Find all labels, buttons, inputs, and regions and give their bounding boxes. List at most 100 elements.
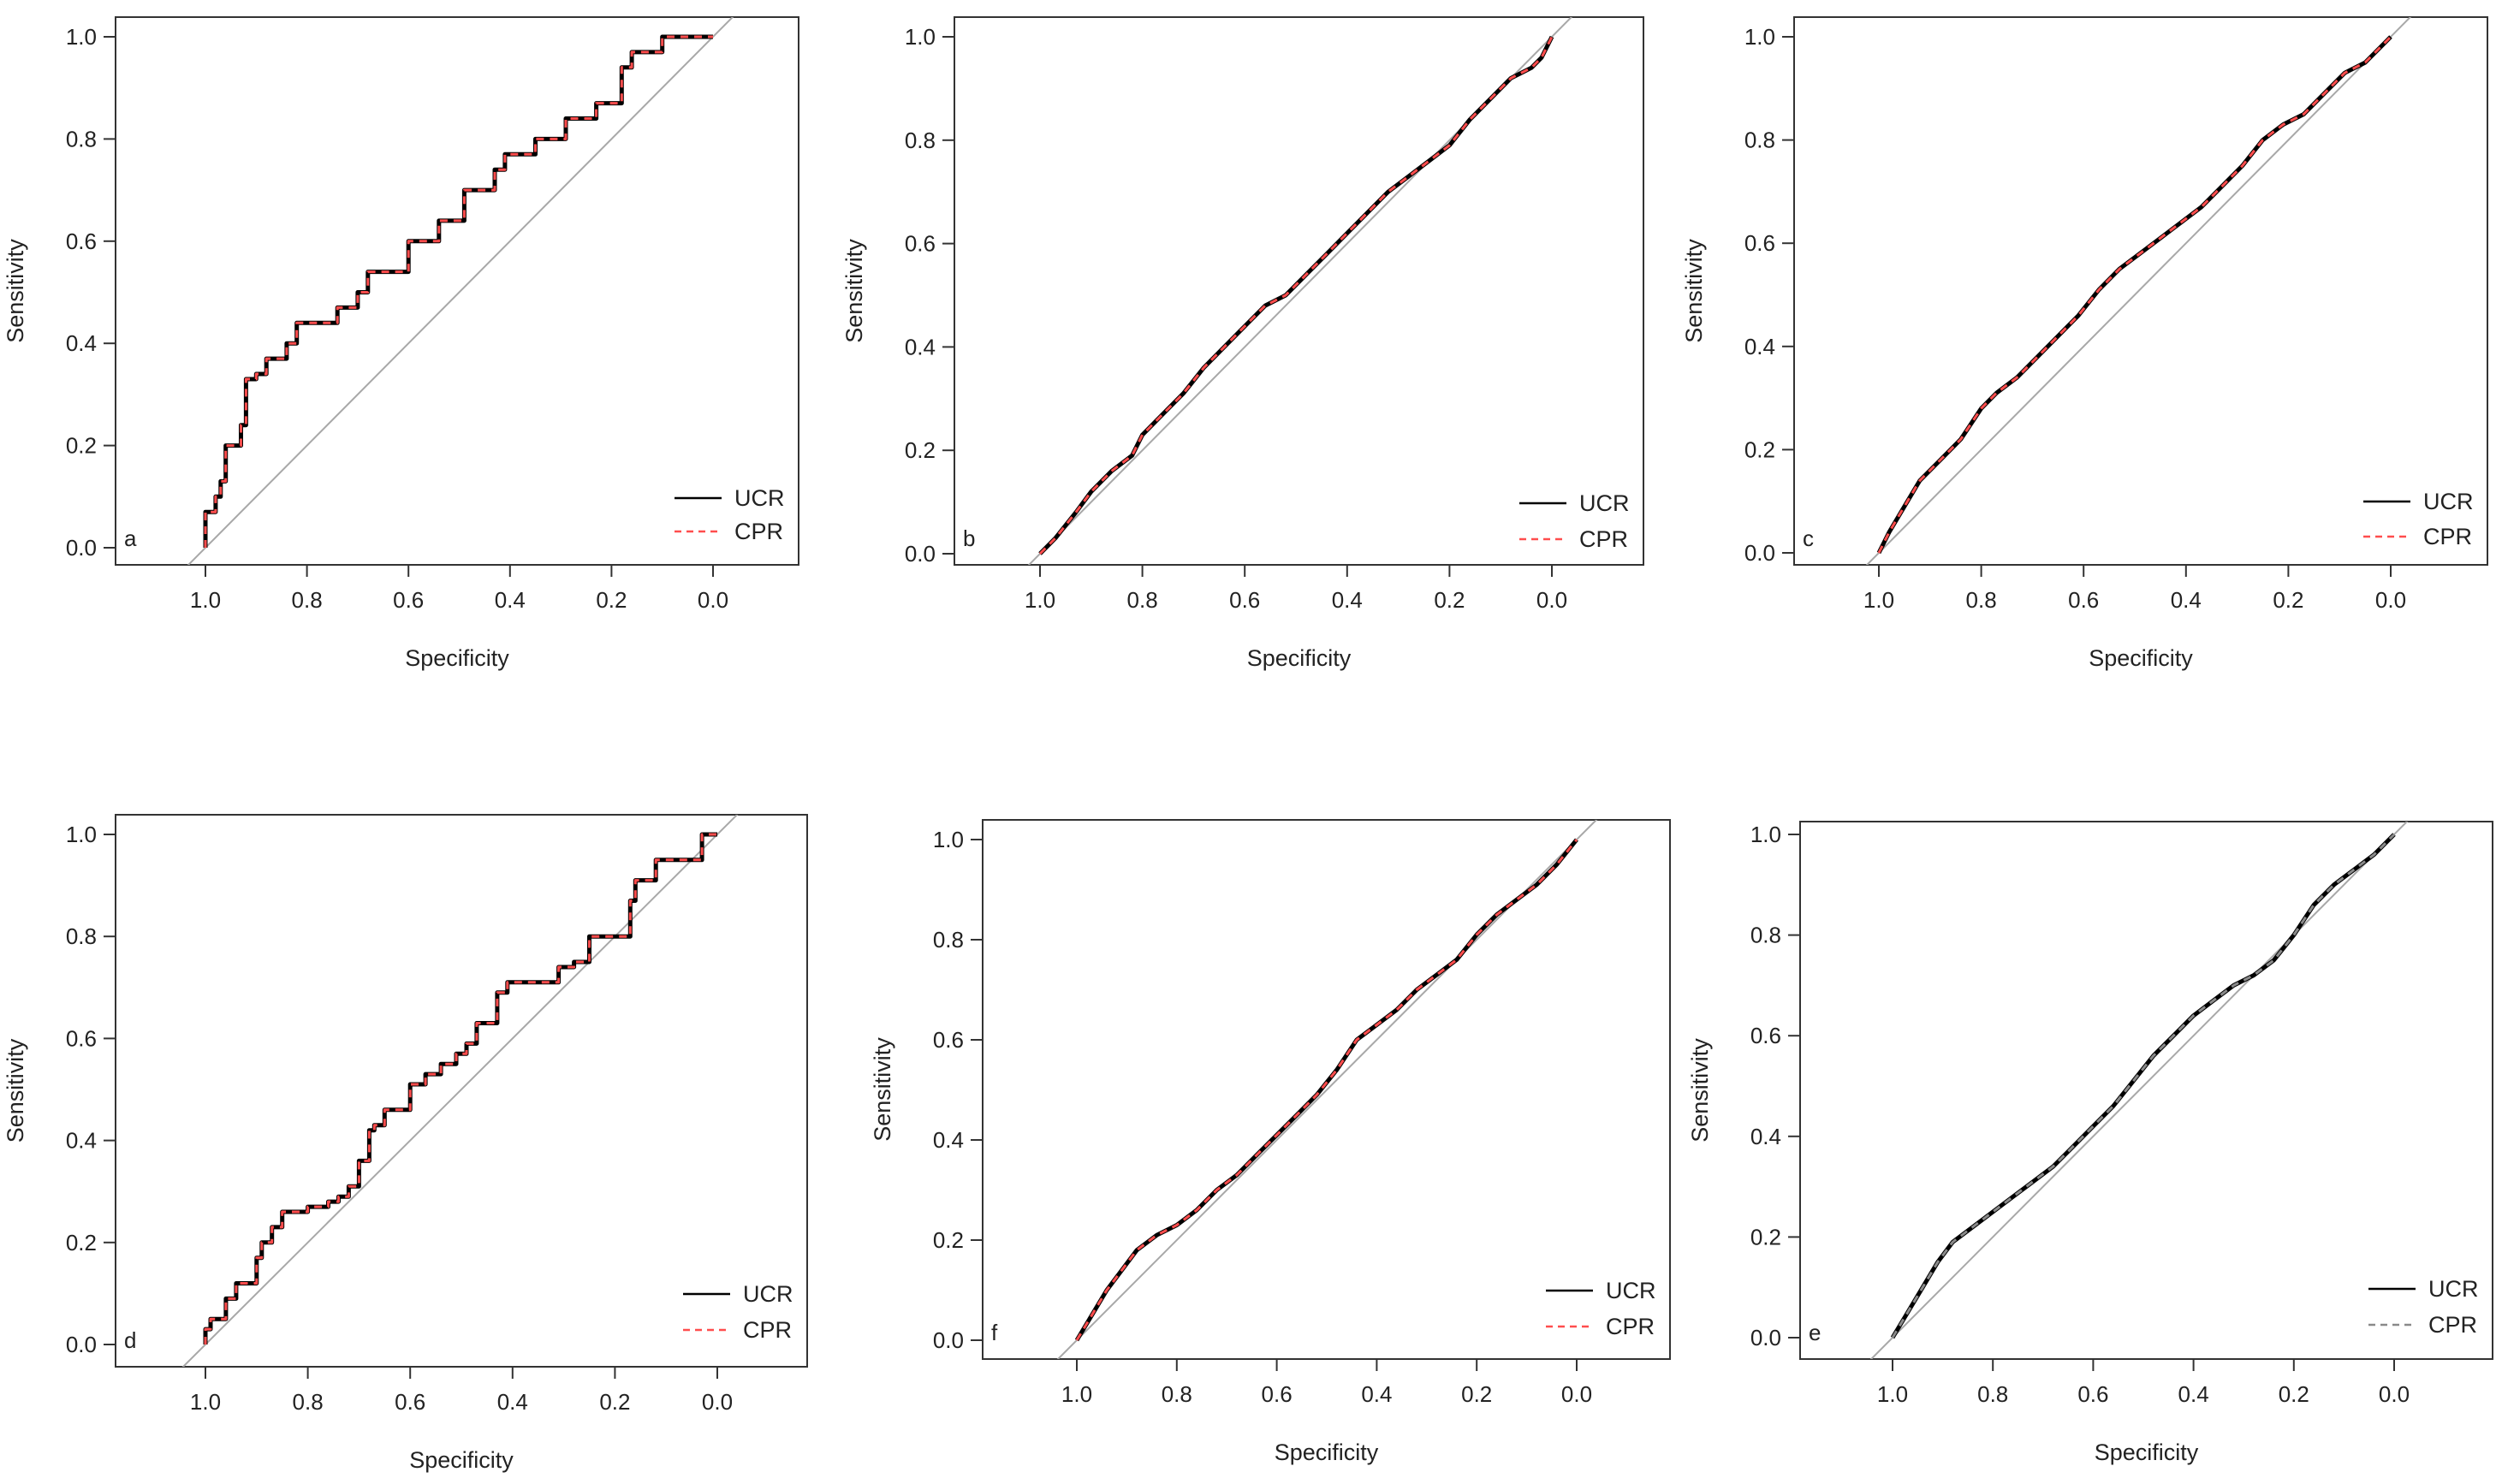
y-axis-title: Sensitivity xyxy=(3,239,28,343)
x-tick-label: 0.2 xyxy=(2279,1381,2309,1407)
reference-diagonal xyxy=(1865,17,2412,565)
panel-letter: f xyxy=(991,1320,998,1345)
legend-label-ucr: UCR xyxy=(2423,489,2474,514)
roc-panel-a: 0.0 0.2 0.4 0.6 0.8 1.0 1.0 0.8 0.6 0.4 0.2 0.0 Spec… xyxy=(3,16,799,671)
legend-label-ucr: UCR xyxy=(1579,490,1630,516)
x-tick-label: 0.4 xyxy=(1332,587,1363,613)
x-tick-label: 0.4 xyxy=(495,587,526,613)
x-tick-label: 0.2 xyxy=(596,587,627,613)
plot-frame xyxy=(115,16,799,566)
plot-frame xyxy=(1793,16,2488,566)
plot-frame xyxy=(115,814,808,1368)
x-axis-title: Specificity xyxy=(405,645,509,671)
series-cpr-line xyxy=(204,35,713,548)
y-tick-label: 0.8 xyxy=(905,128,936,153)
legend-label-cpr: CPR xyxy=(2423,524,2472,549)
panel-letter: b xyxy=(963,525,975,551)
y-tick-label: 0.2 xyxy=(66,433,97,459)
x-axis-title: Specificity xyxy=(1275,1439,1379,1465)
y-tick-label: 0.4 xyxy=(905,334,936,359)
y-tick-label: 0.6 xyxy=(66,229,97,254)
x-tick-label: 0.8 xyxy=(1966,587,1997,613)
y-tick-label: 1.0 xyxy=(1750,822,1781,847)
y-tick-label: 0.0 xyxy=(933,1327,964,1353)
roc-panel-d: 0.0 0.2 0.4 0.6 0.8 1.0 1.0 0.8 0.6 0.4 0.2 0.0 Spec… xyxy=(3,814,808,1473)
y-tick-label: 1.0 xyxy=(66,822,97,847)
y-tick-label: 0.8 xyxy=(1744,128,1775,153)
x-axis-title: Specificity xyxy=(409,1447,514,1473)
x-tick-label: 0.2 xyxy=(1461,1381,1492,1407)
x-tick-label: 0.8 xyxy=(1127,587,1158,613)
x-tick-label: 0.4 xyxy=(2178,1381,2209,1407)
legend-label-ucr: UCR xyxy=(1606,1278,1656,1303)
x-tick-label: 1.0 xyxy=(1877,1381,1908,1407)
y-tick-label: 0.8 xyxy=(1750,923,1781,948)
x-tick-label: 0.6 xyxy=(2068,587,2099,613)
x-tick-label: 0.8 xyxy=(292,587,323,613)
y-axis-title: Sensitivity xyxy=(3,1038,28,1143)
y-tick-label: 0.2 xyxy=(1744,436,1775,462)
y-tick-label: 0.4 xyxy=(1744,334,1775,359)
y-tick-label: 0.4 xyxy=(66,1128,97,1154)
plot-frame xyxy=(1799,821,2493,1360)
roc-panel-b: 0.0 0.2 0.4 0.6 0.8 1.0 1.0 0.8 0.6 0.4 0.2 0.0 Spec… xyxy=(841,16,1644,671)
y-tick-label: 1.0 xyxy=(1744,24,1775,50)
x-tick-label: 0.6 xyxy=(1229,587,1260,613)
reference-diagonal xyxy=(181,815,739,1367)
y-tick-label: 0.6 xyxy=(905,231,936,257)
series-cpr-line xyxy=(204,833,717,1345)
series-cpr-line xyxy=(1891,833,2396,1339)
x-tick-label: 1.0 xyxy=(1863,587,1894,613)
x-tick-label: 1.0 xyxy=(1061,1381,1092,1407)
legend-label-ucr: UCR xyxy=(734,485,785,511)
x-tick-label: 0.4 xyxy=(1361,1381,1392,1407)
x-tick-label: 0.8 xyxy=(293,1389,324,1415)
x-tick-label: 0.0 xyxy=(698,587,728,613)
y-tick-label: 1.0 xyxy=(933,827,964,852)
legend-label-ucr: UCR xyxy=(743,1281,793,1307)
y-tick-label: 0.2 xyxy=(1750,1224,1781,1250)
x-tick-label: 0.8 xyxy=(1977,1381,2008,1407)
y-tick-label: 1.0 xyxy=(66,24,97,50)
roc-panel-e: 0.0 0.2 0.4 0.6 0.8 1.0 1.0 0.8 0.6 0.4 0.2 0.0 Spec… xyxy=(1687,821,2493,1465)
y-tick-label: 0.6 xyxy=(1750,1023,1781,1048)
series-cpr-line xyxy=(1038,36,1554,555)
y-tick-label: 0.4 xyxy=(933,1127,964,1153)
x-tick-label: 0.6 xyxy=(2077,1381,2108,1407)
y-tick-label: 0.0 xyxy=(66,1332,97,1357)
legend-label-cpr: CPR xyxy=(1579,526,1628,552)
plot-frame xyxy=(982,819,1671,1360)
y-tick-label: 0.2 xyxy=(905,437,936,463)
x-axis-title: Specificity xyxy=(2095,1439,2199,1465)
panel-letter: c xyxy=(1803,525,1814,551)
legend-label-cpr: CPR xyxy=(2428,1312,2477,1338)
x-tick-label: 1.0 xyxy=(190,587,221,613)
reference-diagonal xyxy=(187,17,734,565)
y-tick-label: 0.8 xyxy=(933,927,964,953)
y-axis-title: Sensitivity xyxy=(1687,1038,1713,1143)
panel-letter: e xyxy=(1809,1320,1821,1345)
y-tick-label: 0.4 xyxy=(1750,1124,1781,1149)
legend-label-cpr: CPR xyxy=(734,519,783,544)
x-tick-label: 0.6 xyxy=(1262,1381,1293,1407)
y-axis-title: Sensitivity xyxy=(841,239,867,343)
x-tick-label: 0.2 xyxy=(2273,587,2303,613)
y-tick-label: 0.4 xyxy=(66,330,97,356)
y-tick-label: 0.0 xyxy=(905,541,936,567)
series-cpr-line xyxy=(1075,839,1578,1341)
panel-letter: d xyxy=(124,1327,136,1353)
y-tick-label: 0.8 xyxy=(66,923,97,949)
x-tick-label: 0.4 xyxy=(2171,587,2202,613)
x-tick-label: 0.0 xyxy=(702,1389,733,1415)
legend-label-ucr: UCR xyxy=(2428,1276,2479,1302)
x-axis-title: Specificity xyxy=(2089,645,2193,671)
x-tick-label: 0.6 xyxy=(393,587,424,613)
x-axis-title: Specificity xyxy=(1247,645,1352,671)
x-tick-label: 0.6 xyxy=(395,1389,425,1415)
legend-label-cpr: CPR xyxy=(1606,1314,1655,1339)
y-tick-label: 0.6 xyxy=(1744,230,1775,256)
x-tick-label: 0.2 xyxy=(1434,587,1465,613)
x-tick-label: 0.0 xyxy=(2379,1381,2410,1407)
